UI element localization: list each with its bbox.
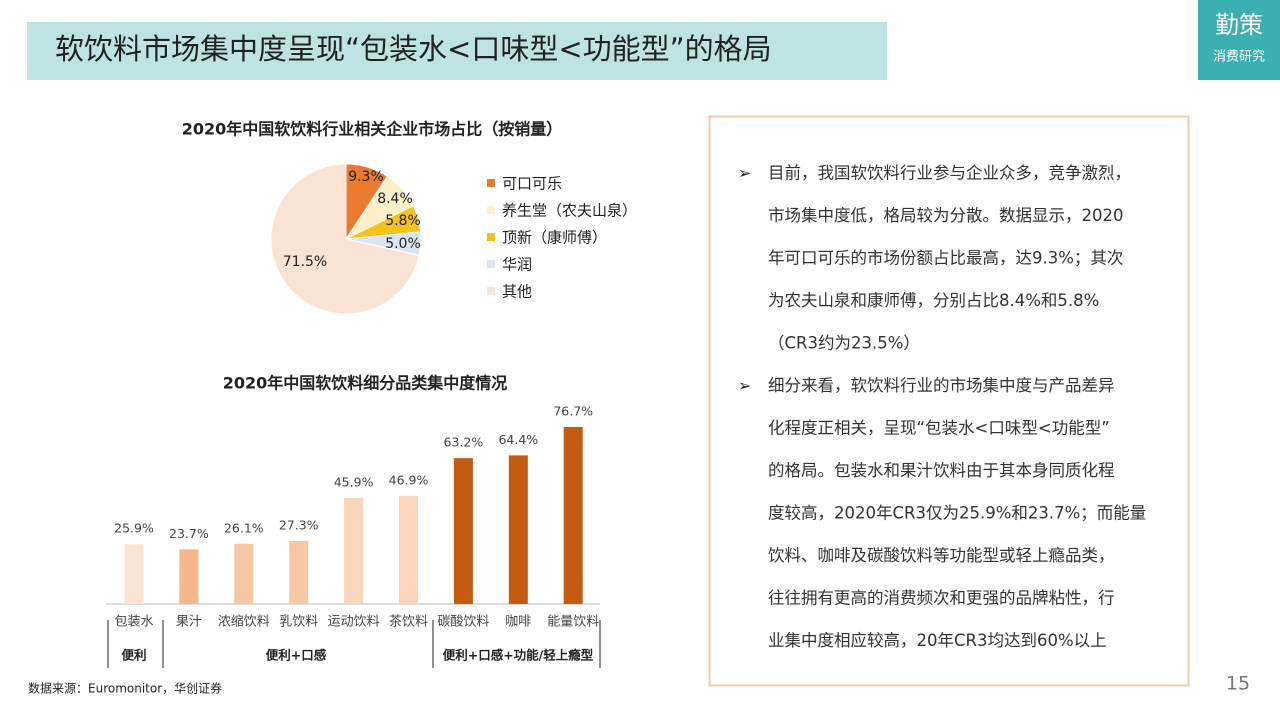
x-tick-label: 果汁: [176, 615, 202, 630]
data-label: 76.7%: [553, 404, 593, 419]
data-label: 71.5%: [283, 254, 327, 270]
bullet-line: 业集中度相应较高，20年CR3均达到60%以上: [768, 631, 1107, 650]
x-tick-label: 乳饮料: [279, 615, 318, 630]
legend-swatch: [487, 287, 495, 295]
bar: [563, 427, 583, 604]
bullet-line: 往往拥有更高的消费频次和更强的品牌粘性，行: [768, 589, 1115, 608]
legend-label: 其他: [502, 283, 532, 301]
group-label: 便利+口感+功能/轻上瘾型: [443, 648, 594, 663]
legend-label: 可口可乐: [502, 175, 562, 193]
bullet-line: 细分来看，软饮料行业的市场集中度与产品差异: [768, 376, 1115, 395]
bar: [508, 455, 528, 604]
data-label: 64.4%: [498, 432, 538, 447]
data-label: 27.3%: [279, 518, 319, 533]
bullet-line: 饮料、咖啡及碳酸饮料等功能型或轻上瘾品类，: [768, 546, 1115, 565]
bullet-line: 市场集中度低，格局较为分散。数据显示，2020: [768, 206, 1124, 225]
data-label: 63.2%: [444, 435, 484, 450]
bar: [124, 544, 144, 604]
logo-sub: 消费研究: [1213, 50, 1265, 65]
data-label: 8.4%: [377, 191, 413, 207]
chart-title: 2020年中国软饮料行业相关企业市场占比（按销量）: [182, 120, 563, 139]
bar: [289, 541, 309, 604]
bar: [399, 495, 418, 604]
x-tick-label: 包装水: [114, 615, 153, 630]
bar: [344, 498, 364, 604]
bullet-marker: ➢: [738, 164, 751, 183]
chart-title: 2020年中国软饮料细分品类集中度情况: [223, 374, 508, 393]
group-label: 便利: [121, 648, 146, 663]
x-tick-label: 能量饮料: [547, 615, 599, 630]
bullet-line: 的格局。包装水和果汁饮料由于其本身同质化程: [768, 461, 1115, 480]
text-box: [708, 115, 1190, 687]
data-label: 23.7%: [169, 526, 209, 541]
source: 数据来源：Euromonitor，华创证券: [28, 681, 222, 696]
data-label: 45.9%: [334, 475, 374, 490]
x-tick-label: 浓缩饮料: [218, 614, 270, 630]
title-banner: [27, 22, 887, 80]
x-tick-label: 碳酸饮料: [437, 615, 489, 630]
data-label: 9.3%: [348, 169, 384, 185]
legend-swatch: [487, 206, 495, 214]
legend-label: 顶新（康师傅）: [502, 229, 607, 247]
legend-swatch: [487, 260, 495, 268]
data-label: 26.1%: [224, 520, 264, 535]
bar: [453, 458, 473, 604]
x-tick-label: 咖啡: [505, 615, 531, 630]
bullet-line: 化程度正相关，呈现“包装水<口味型<功能型”: [768, 419, 1110, 438]
x-tick-label: 茶饮料: [389, 614, 428, 630]
page-number: 15: [1226, 673, 1250, 695]
data-label: 5.8%: [385, 213, 421, 229]
data-label: 5.0%: [385, 236, 421, 252]
legend-swatch: [487, 179, 495, 187]
bullet-line: 为农夫山泉和康师傅，分别占比8.4%和5.8%: [768, 291, 1099, 310]
bar: [234, 543, 254, 604]
legend-label: 养生堂（农夫山泉）: [502, 202, 637, 220]
bullet-line: （CR3约为23.5%）: [768, 334, 920, 353]
bullet-line: 年可口可乐的市场份额占比最高，达9.3%；其次: [768, 249, 1123, 268]
bullet-marker: ➢: [738, 376, 751, 395]
bar: [179, 549, 199, 604]
pie-slice: [270, 163, 420, 315]
slide-title: 软饮料市场集中度呈现“包装水<口味型<功能型”的格局: [55, 32, 772, 66]
legend-swatch: [487, 233, 495, 241]
data-label: 46.9%: [389, 472, 429, 487]
bullet-line: 目前，我国软饮料行业参与企业众多，竞争激烈，: [768, 164, 1131, 183]
legend-label: 华润: [502, 256, 532, 274]
logo-name: 勤策: [1215, 11, 1263, 39]
logo-box: [1198, 0, 1280, 80]
data-label: 25.9%: [114, 521, 154, 536]
bullet-line: 度较高，2020年CR3仅为25.9%和23.7%；而能量: [768, 504, 1146, 523]
group-label: 便利+口感: [266, 648, 327, 663]
x-tick-label: 运动饮料: [328, 615, 380, 630]
